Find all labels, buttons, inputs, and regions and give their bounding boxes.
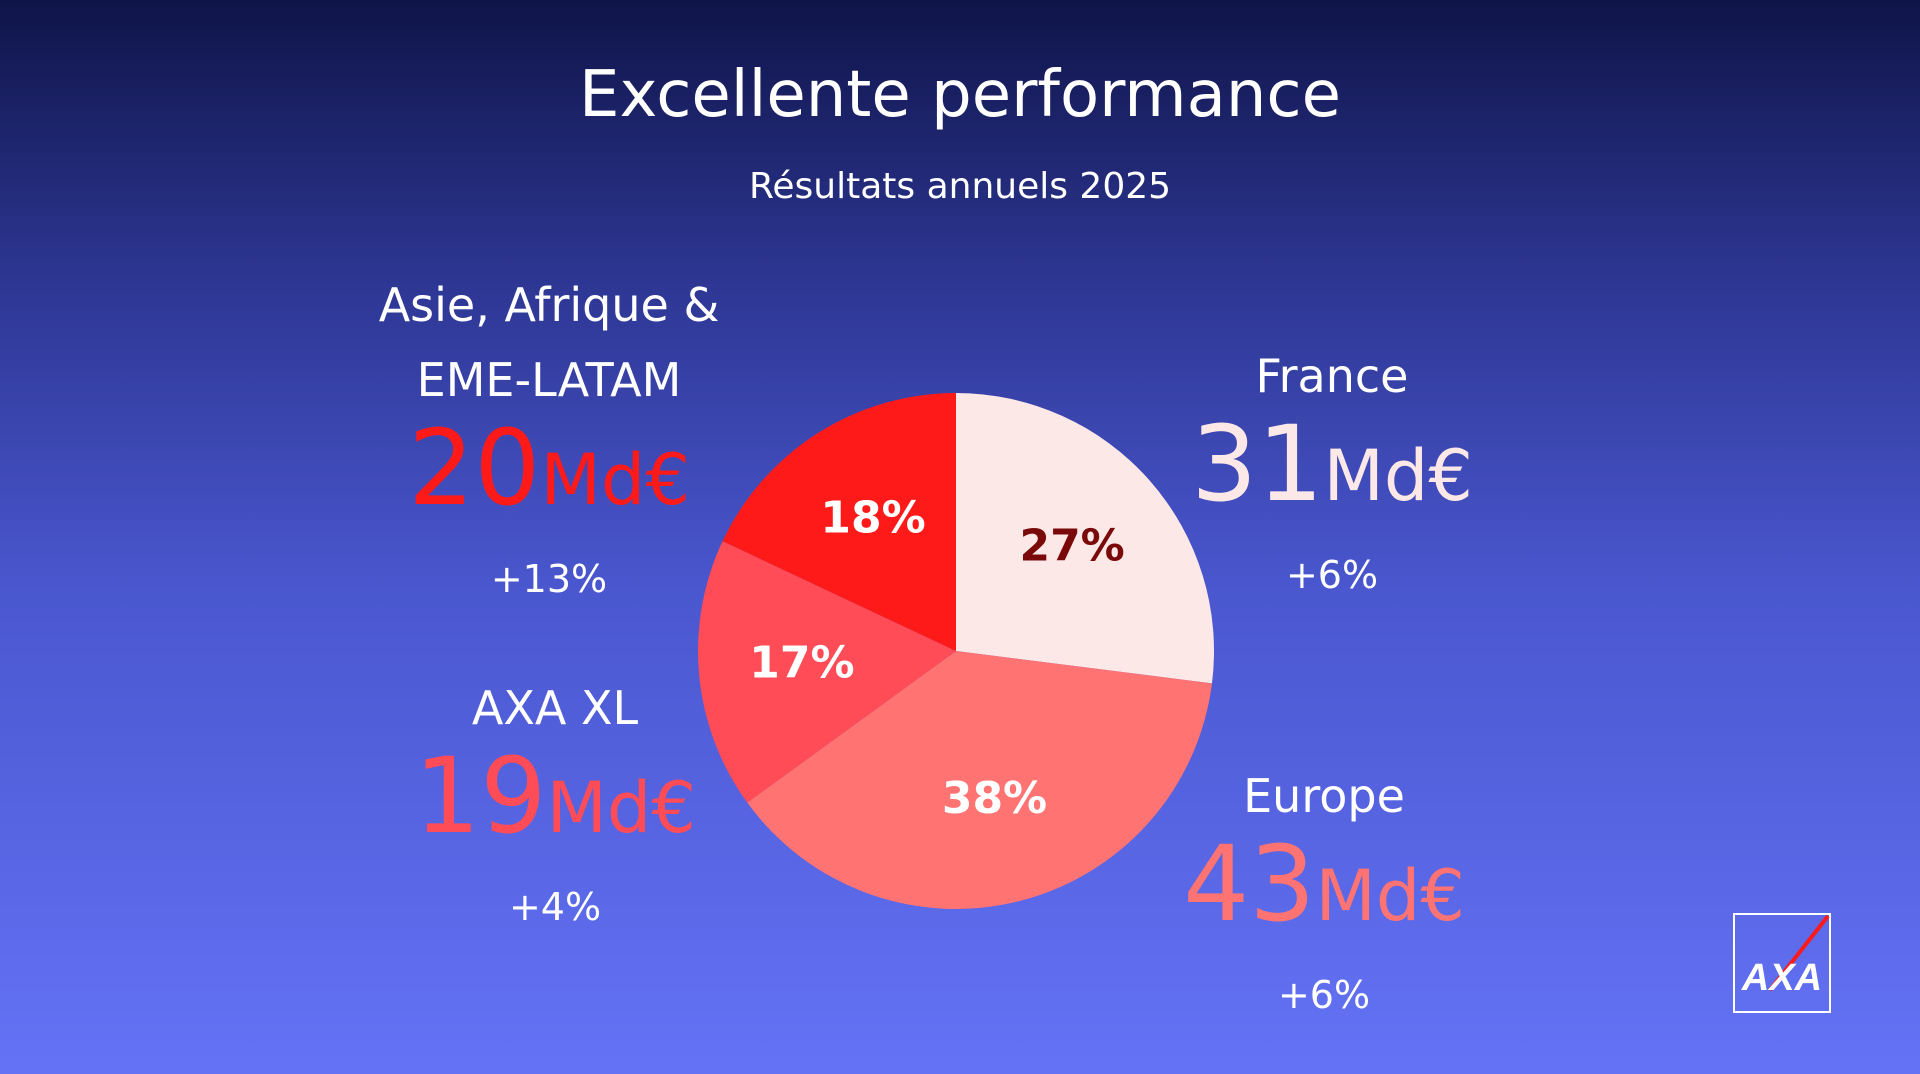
region-growth: +6% — [1277, 973, 1371, 1017]
slice-label: 27% — [1019, 521, 1124, 572]
region-name: AXA XL — [471, 681, 639, 735]
amount-value: 19 — [414, 735, 547, 857]
region-growth: +13% — [490, 557, 608, 601]
region-amount: 20Md€ — [319, 416, 779, 549]
pie-slice — [956, 393, 1214, 684]
logo-text: AXA — [1741, 957, 1822, 999]
region-block: Asie, Afrique & EME-LATAM 20Md€ +13% — [319, 268, 779, 609]
region-amount: 19Md€ — [325, 744, 785, 877]
region-growth: +4% — [508, 885, 602, 929]
amount-value: 31 — [1191, 403, 1324, 525]
region-amount: 43Md€ — [1094, 832, 1554, 965]
logo-frame — [1733, 913, 1831, 1013]
amount-unit: Md€ — [1323, 435, 1473, 517]
axa-logo: AXA — [1733, 913, 1831, 1013]
amount-value: 20 — [408, 407, 541, 529]
region-amount: 31Md€ — [1102, 412, 1562, 545]
pie-slice — [698, 541, 956, 803]
amount-unit: Md€ — [540, 439, 690, 521]
region-block: AXA XL 19Md€ +4% — [325, 671, 785, 937]
pie-slice — [747, 651, 1212, 909]
region-name: Asie, Afrique & EME-LATAM — [378, 278, 720, 407]
region-block: France 31Md€ +6% — [1102, 339, 1562, 605]
region-name: France — [1255, 349, 1409, 403]
pie-slice — [722, 393, 956, 651]
slice-label: 17% — [749, 638, 854, 689]
slice-label: 38% — [942, 773, 1047, 824]
region-name: Europe — [1243, 769, 1405, 823]
slice-label: 18% — [820, 492, 925, 543]
amount-unit: Md€ — [546, 767, 696, 849]
amount-unit: Md€ — [1315, 855, 1465, 937]
title: Excellente performance — [579, 58, 1341, 132]
amount-value: 43 — [1183, 823, 1316, 945]
logo-slash — [1768, 914, 1830, 992]
region-growth: +6% — [1285, 553, 1379, 597]
region-block: Europe 43Md€ +6% — [1094, 759, 1554, 1025]
subtitle: Résultats annuels 2025 — [748, 166, 1172, 207]
